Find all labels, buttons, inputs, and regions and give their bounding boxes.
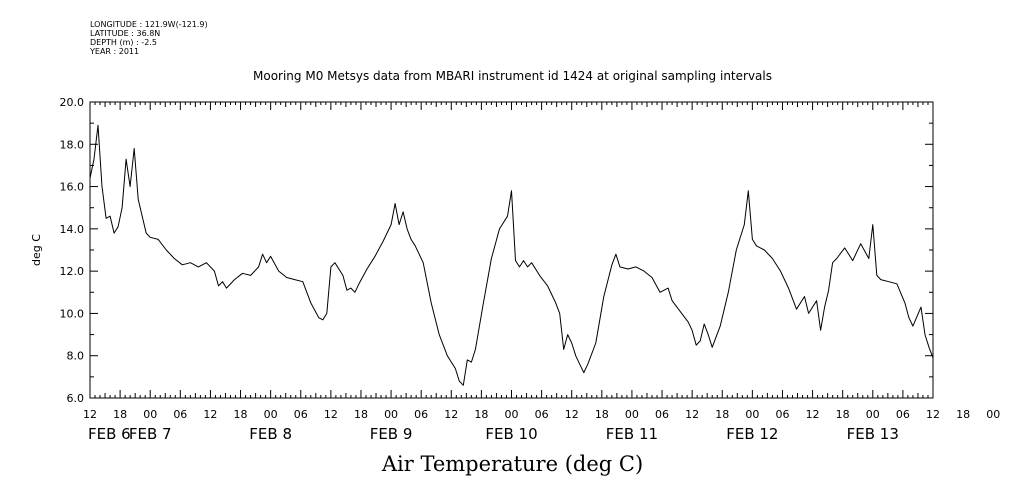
x-hour-label: 12 <box>203 408 217 421</box>
x-hour-label: 18 <box>474 408 488 421</box>
x-hour-label: 18 <box>595 408 609 421</box>
x-hour-label: 18 <box>836 408 850 421</box>
x-hour-label: 12 <box>444 408 458 421</box>
x-hour-label: 06 <box>173 408 187 421</box>
y-tick-label: 20.0 <box>60 96 85 109</box>
tick-labels: 6.0 8.0 10.0 12.0 14.0 16.0 18.0 20.0 12 18 00 06 12… <box>60 96 1001 443</box>
longitude-label: LONGITUDE : 121.9W(-121.9) <box>90 20 208 29</box>
plot-axes <box>89 101 934 399</box>
axis-ticks <box>89 101 934 399</box>
x-hour-label: 18 <box>354 408 368 421</box>
x-hour-label: 12 <box>83 408 97 421</box>
x-hour-label: 06 <box>414 408 428 421</box>
x-hour-label: 00 <box>745 408 759 421</box>
y-tick-label: 10.0 <box>60 307 85 320</box>
x-hour-label: 06 <box>896 408 910 421</box>
x-day-label: FEB 13 <box>847 425 899 443</box>
station-metadata: LONGITUDE : 121.9W(-121.9) LATITUDE : 36… <box>90 20 208 56</box>
x-day-label: FEB 7 <box>129 425 172 443</box>
x-hour-label: 00 <box>384 408 398 421</box>
depth-label: DEPTH (m) : -2.5 <box>90 38 157 47</box>
x-day-label: FEB 10 <box>485 425 537 443</box>
series-layer <box>89 124 934 386</box>
y-tick-label: 16.0 <box>60 181 85 194</box>
y-tick-label: 18.0 <box>60 138 85 151</box>
series-line <box>89 124 934 386</box>
y-tick-label: 14.0 <box>60 223 85 236</box>
x-hour-label: 00 <box>866 408 880 421</box>
y-tick-label: 6.0 <box>67 392 85 405</box>
line-chart: 6.0 8.0 10.0 12.0 14.0 16.0 18.0 20.0 12 18 00 06 12… <box>30 96 1001 443</box>
x-day-label: FEB 8 <box>249 425 292 443</box>
x-hour-label: 12 <box>806 408 820 421</box>
chart-title: Mooring M0 Metsys data from MBARI instru… <box>253 69 772 83</box>
y-axis-title: deg C <box>30 234 43 266</box>
x-hour-label: 18 <box>956 408 970 421</box>
x-hour-label: 06 <box>535 408 549 421</box>
x-hour-label: 12 <box>685 408 699 421</box>
plot-frame <box>89 101 934 399</box>
x-day-label: FEB 9 <box>370 425 413 443</box>
x-hour-label: 18 <box>113 408 127 421</box>
x-hour-label: 00 <box>986 408 1000 421</box>
x-day-label: FEB 12 <box>726 425 778 443</box>
x-hour-label: 12 <box>324 408 338 421</box>
x-hour-label: 00 <box>264 408 278 421</box>
x-hour-label: 06 <box>294 408 308 421</box>
x-day-label: FEB 6 <box>88 425 131 443</box>
x-hour-label: 18 <box>234 408 248 421</box>
x-hour-label: 00 <box>505 408 519 421</box>
year-label: YEAR : 2011 <box>90 47 140 56</box>
x-hour-label: 12 <box>565 408 579 421</box>
y-tick-label: 12.0 <box>60 265 85 278</box>
latitude-label: LATITUDE : 36.8N <box>90 29 161 38</box>
x-hour-label: 18 <box>715 408 729 421</box>
y-tick-label: 8.0 <box>67 350 85 363</box>
x-hour-label: 06 <box>775 408 789 421</box>
x-hour-label: 00 <box>625 408 639 421</box>
x-axis-title: Air Temperature (deg C) <box>381 452 644 476</box>
x-day-label: FEB 11 <box>606 425 658 443</box>
x-hour-label: 12 <box>926 408 940 421</box>
x-hour-label: 00 <box>143 408 157 421</box>
x-hour-label: 06 <box>655 408 669 421</box>
